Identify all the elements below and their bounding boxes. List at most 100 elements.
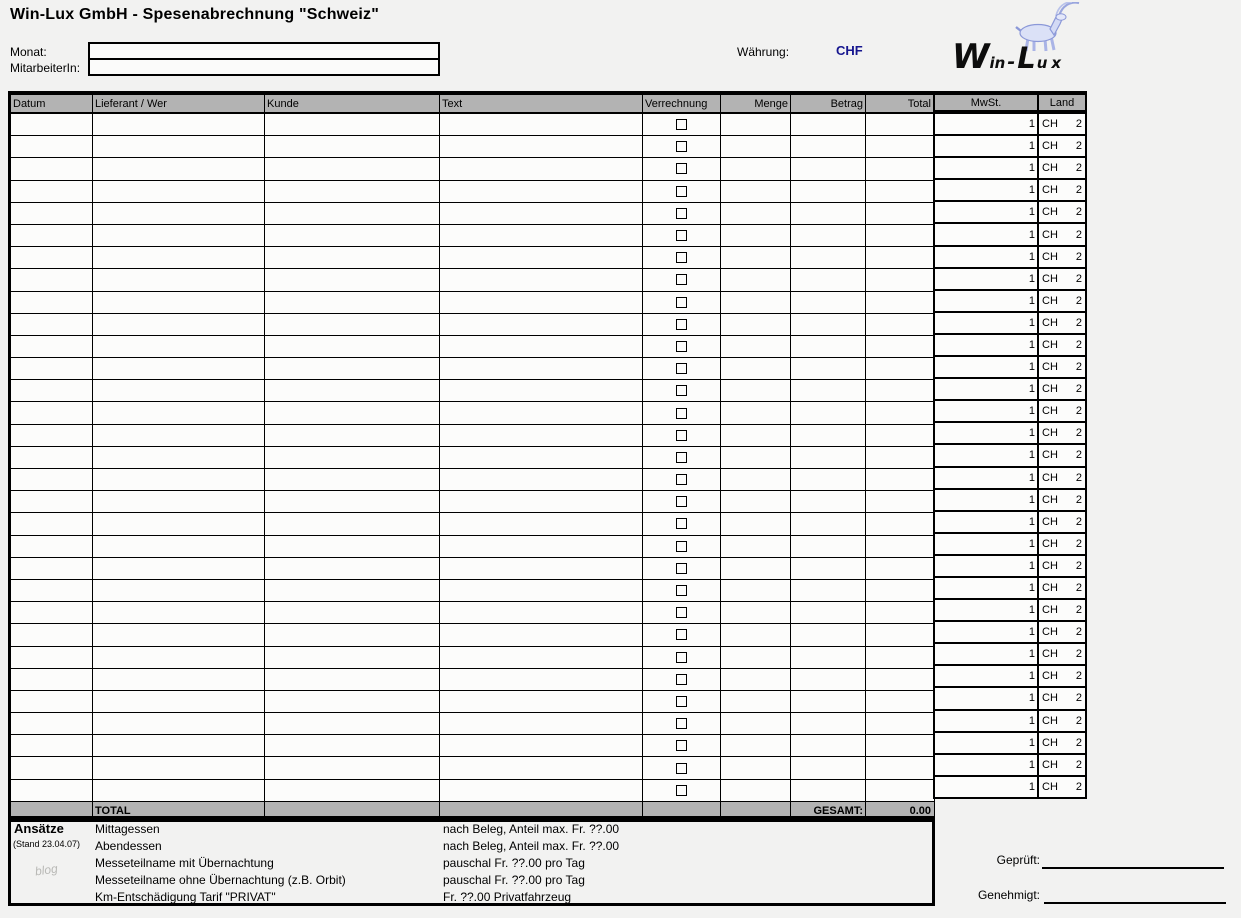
verrechnung-checkbox[interactable] (676, 207, 687, 219)
text-cell[interactable] (440, 779, 643, 801)
text-cell[interactable] (440, 424, 643, 446)
text-cell[interactable] (440, 402, 643, 424)
menge-cell[interactable] (721, 535, 791, 557)
menge-cell[interactable] (721, 779, 791, 801)
kunde-cell[interactable] (265, 646, 440, 668)
datum-cell[interactable] (11, 757, 93, 779)
mwst-cell[interactable]: 1 (935, 445, 1039, 466)
datum-cell[interactable] (11, 358, 93, 380)
land-cell[interactable]: CH 2 (1039, 534, 1085, 554)
mwst-cell[interactable]: 1 (935, 467, 1039, 488)
kunde-cell[interactable] (265, 158, 440, 180)
mwst-cell[interactable]: 1 (935, 202, 1039, 223)
total-cell[interactable] (866, 247, 933, 268)
kunde-cell[interactable] (265, 180, 440, 202)
land-cell[interactable]: CH 2 (1039, 600, 1085, 620)
lieferant-cell[interactable] (93, 424, 265, 446)
betrag-cell[interactable] (791, 668, 866, 690)
menge-cell[interactable] (721, 180, 791, 202)
verrechnung-checkbox[interactable] (676, 363, 687, 375)
mitarbeiterin-field[interactable] (88, 58, 440, 76)
menge-cell[interactable] (721, 291, 791, 313)
lieferant-cell[interactable] (93, 557, 265, 579)
verrechnung-checkbox[interactable] (676, 718, 687, 730)
kunde-cell[interactable] (265, 602, 440, 624)
total-cell[interactable] (866, 580, 933, 601)
verrechnung-checkbox[interactable] (676, 385, 687, 397)
total-cell[interactable] (866, 181, 933, 202)
kunde-cell[interactable] (265, 624, 440, 646)
verrechnung-checkbox[interactable] (676, 651, 687, 663)
total-cell[interactable] (866, 624, 933, 645)
verrechnung-checkbox[interactable] (676, 451, 687, 463)
land-cell[interactable]: CH 2 (1039, 445, 1085, 465)
total-cell[interactable] (866, 203, 933, 224)
text-cell[interactable] (440, 335, 643, 358)
datum-cell[interactable] (11, 513, 93, 535)
kunde-cell[interactable] (265, 557, 440, 579)
betrag-cell[interactable] (791, 646, 866, 668)
kunde-cell[interactable] (265, 513, 440, 535)
verrechnung-checkbox[interactable] (676, 252, 687, 264)
mwst-cell[interactable]: 1 (935, 114, 1039, 135)
text-cell[interactable] (440, 313, 643, 335)
verrechnung-checkbox[interactable] (676, 673, 687, 685)
kunde-cell[interactable] (265, 247, 440, 269)
datum-cell[interactable] (11, 690, 93, 713)
land-cell[interactable]: CH 2 (1039, 556, 1085, 576)
mwst-cell[interactable]: 1 (935, 688, 1039, 709)
land-cell[interactable]: CH 2 (1039, 357, 1085, 377)
betrag-cell[interactable] (791, 202, 866, 224)
betrag-cell[interactable] (791, 624, 866, 646)
mwst-cell[interactable]: 1 (935, 533, 1039, 554)
land-cell[interactable]: CH 2 (1039, 688, 1085, 708)
lieferant-cell[interactable] (93, 713, 265, 735)
mwst-cell[interactable]: 1 (935, 158, 1039, 179)
mwst-cell[interactable]: 1 (935, 622, 1039, 643)
text-cell[interactable] (440, 491, 643, 513)
text-cell[interactable] (440, 735, 643, 757)
betrag-cell[interactable] (791, 446, 866, 468)
menge-cell[interactable] (721, 136, 791, 158)
menge-cell[interactable] (721, 114, 791, 136)
total-cell[interactable] (866, 402, 933, 423)
lieferant-cell[interactable] (93, 446, 265, 468)
total-cell[interactable] (866, 336, 933, 357)
menge-cell[interactable] (721, 158, 791, 180)
verrechnung-checkbox[interactable] (676, 296, 687, 308)
betrag-cell[interactable] (791, 535, 866, 557)
verrechnung-checkbox[interactable] (676, 163, 687, 175)
verrechnung-checkbox[interactable] (676, 496, 687, 508)
lieferant-cell[interactable] (93, 402, 265, 424)
betrag-cell[interactable] (791, 713, 866, 735)
verrechnung-checkbox[interactable] (676, 119, 687, 131)
betrag-cell[interactable] (791, 247, 866, 269)
total-cell[interactable] (866, 358, 933, 379)
betrag-cell[interactable] (791, 469, 866, 491)
lieferant-cell[interactable] (93, 491, 265, 513)
mwst-cell[interactable]: 1 (935, 423, 1039, 444)
text-cell[interactable] (440, 358, 643, 380)
text-cell[interactable] (440, 269, 643, 291)
lieferant-cell[interactable] (93, 469, 265, 491)
lieferant-cell[interactable] (93, 358, 265, 380)
menge-cell[interactable] (721, 713, 791, 735)
betrag-cell[interactable] (791, 114, 866, 136)
total-cell[interactable] (866, 292, 933, 313)
datum-cell[interactable] (11, 535, 93, 557)
betrag-cell[interactable] (791, 602, 866, 624)
mwst-cell[interactable]: 1 (935, 644, 1039, 665)
menge-cell[interactable] (721, 247, 791, 269)
total-cell[interactable] (866, 425, 933, 446)
land-cell[interactable]: CH 2 (1039, 247, 1085, 267)
mwst-cell[interactable]: 1 (935, 732, 1039, 753)
kunde-cell[interactable] (265, 690, 440, 713)
mwst-cell[interactable]: 1 (935, 290, 1039, 311)
betrag-cell[interactable] (791, 491, 866, 513)
waehrung-value[interactable]: CHF (836, 43, 863, 58)
datum-cell[interactable] (11, 313, 93, 335)
menge-cell[interactable] (721, 469, 791, 491)
datum-cell[interactable] (11, 202, 93, 224)
kunde-cell[interactable] (265, 535, 440, 557)
verrechnung-checkbox[interactable] (676, 185, 687, 197)
